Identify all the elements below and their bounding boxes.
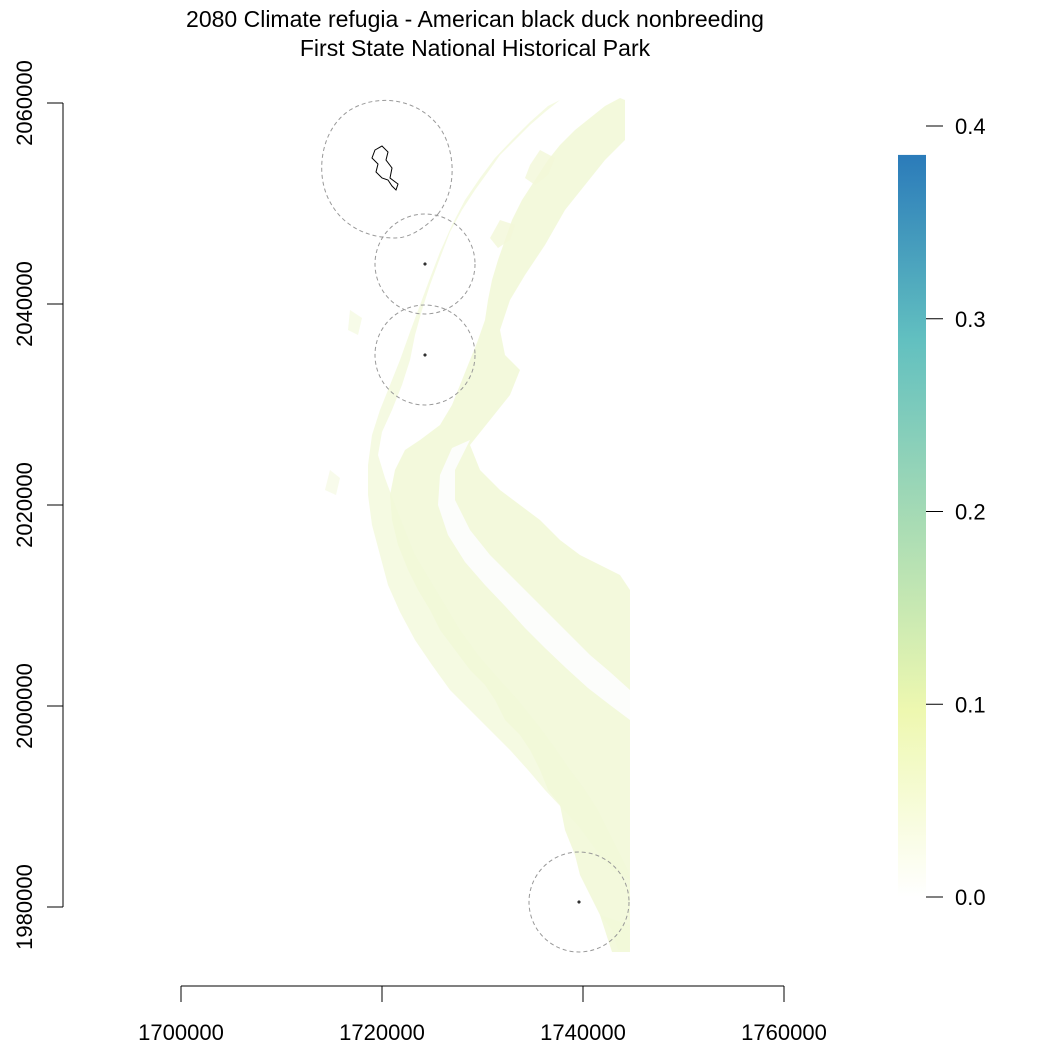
park-unit-south (577, 900, 581, 904)
refugia-raster (325, 98, 630, 952)
raster-south-tail (600, 915, 630, 952)
raster-north-patch (525, 150, 555, 185)
x-tick-label-3: 1760000 (741, 1020, 827, 1045)
park-unit-2 (423, 262, 427, 266)
legend-tick-label-0: 0.0 (955, 885, 986, 910)
y-axis: 1980000 2000000 2020000 2040000 2060000 (12, 60, 64, 950)
y-tick-label-4: 2060000 (12, 60, 37, 146)
buffer-3 (374, 304, 476, 406)
x-tick-label-2: 1740000 (540, 1020, 626, 1045)
raster-east-bank (390, 98, 630, 950)
map-subtitle: First State National Historical Park (299, 35, 651, 61)
color-legend: 0.0 0.1 0.2 0.3 0.4 (898, 114, 986, 910)
park-buffers (321, 99, 630, 953)
raster-west-fragments (325, 470, 340, 495)
raster-north-patch-2 (490, 220, 515, 248)
y-tick-label-2: 2020000 (12, 462, 37, 548)
buffer-2 (374, 213, 476, 315)
x-tick-label-0: 1700000 (138, 1020, 224, 1045)
legend-color-bar (898, 154, 926, 898)
legend-tick-label-1: 0.1 (955, 692, 986, 717)
x-axis: 1700000 1720000 1740000 1760000 (138, 985, 827, 1045)
park-boundaries (371, 145, 581, 904)
buffer-south (528, 851, 630, 953)
y-tick-label-1: 2000000 (12, 663, 37, 749)
buffer-north (321, 99, 453, 239)
map-title: 2080 Climate refugia - American black du… (186, 6, 764, 32)
y-tick-label-3: 2040000 (12, 261, 37, 347)
legend-tick-label-3: 0.3 (955, 307, 986, 332)
raster-west-bank (368, 100, 630, 880)
park-unit-brandywine (371, 145, 399, 191)
park-unit-3 (423, 353, 427, 357)
y-tick-label-0: 1980000 (12, 864, 37, 950)
river-channel (438, 440, 630, 720)
legend-tick-label-4: 0.4 (955, 114, 986, 139)
raster-northwest-patch (348, 310, 362, 335)
legend-tick-label-2: 0.2 (955, 500, 986, 525)
x-tick-label-1: 1720000 (339, 1020, 425, 1045)
